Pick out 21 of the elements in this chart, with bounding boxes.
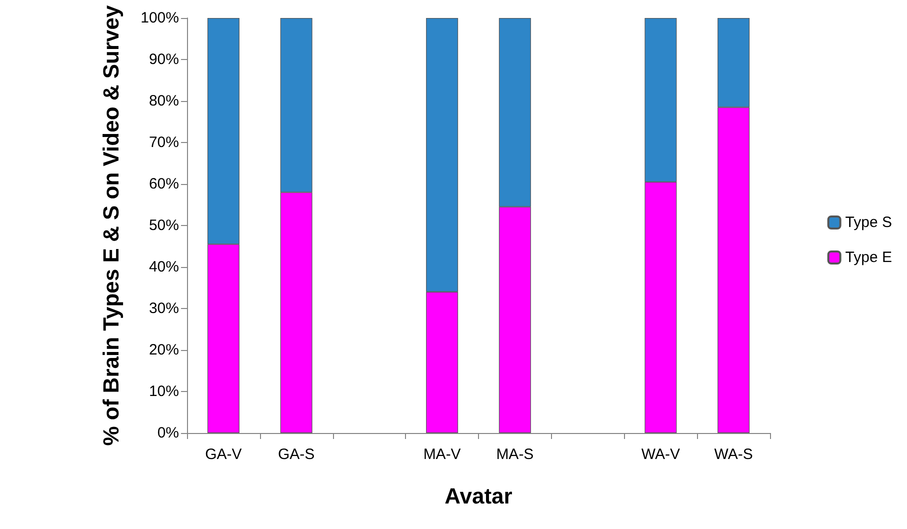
x-tick-label: WA-S <box>714 446 753 463</box>
legend-label: Type E <box>845 249 892 266</box>
x-tick-label: MA-S <box>496 446 534 463</box>
x-tick-label: MA-V <box>423 446 461 463</box>
y-tick-label: 20% <box>148 342 179 358</box>
y-tick-label: 60% <box>148 176 179 192</box>
y-tick-label: 80% <box>148 92 179 110</box>
y-tick-label: 50% <box>148 217 179 234</box>
y-axis-title: % of Brain Types E & S on Video & Survey <box>98 4 124 446</box>
y-tick-label: 100% <box>140 10 179 26</box>
x-tick-label: GA-S <box>278 446 315 463</box>
y-tick-label: 30% <box>148 300 179 317</box>
y-tick-label: 10% <box>148 383 179 400</box>
y-tick-label: 70% <box>148 134 179 151</box>
y-tick-label: 0% <box>157 424 179 442</box>
y-tick-label: 40% <box>148 258 179 276</box>
x-tick-label: GA-V <box>205 446 242 463</box>
y-tick-label: 90% <box>148 51 179 68</box>
legend-label: Type S <box>845 214 892 231</box>
x-axis-title: Avatar <box>444 484 513 508</box>
x-tick-label: WA-V <box>641 446 680 463</box>
